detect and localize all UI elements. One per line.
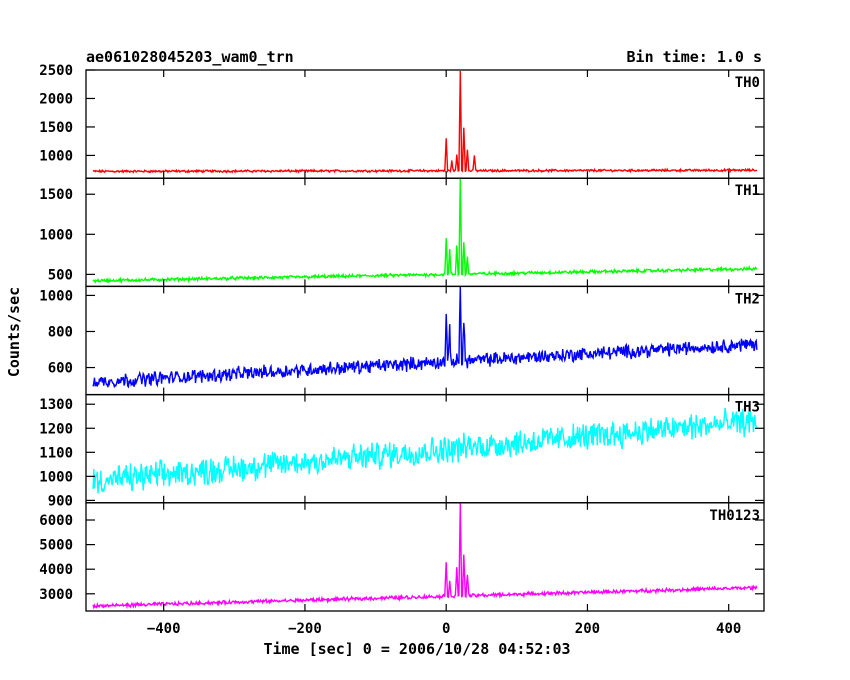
y-tick-label: 1000 [39, 227, 73, 243]
y-tick-label: 3000 [39, 587, 73, 603]
series-line-th3 [92, 407, 758, 494]
y-tick-label: 4000 [39, 562, 73, 578]
x-axis-label: Time [sec] 0 = 2006/10/28 04:52:03 [263, 640, 570, 658]
y-tick-label: 1300 [39, 397, 73, 413]
panel-th3: 900 1000 1100 1200 1300 TH3 [39, 393, 765, 509]
y-tick-label: 1200 [39, 421, 73, 437]
x-tick-label: −200 [288, 621, 322, 637]
y-axis-label: Counts/sec [5, 287, 23, 377]
y-tick-label: 500 [48, 267, 73, 283]
y-tick-label: 600 [48, 361, 73, 377]
y-tick-label: 1000 [39, 469, 73, 485]
y-tick-label: 800 [48, 324, 73, 340]
panel-label-th3: TH3 [735, 400, 760, 416]
y-tick-label: 2500 [39, 63, 73, 79]
panel-th2: 600 800 1000 TH2 [39, 285, 765, 396]
panel-label-th1: TH1 [735, 183, 760, 199]
y-tick-label: 1100 [39, 445, 73, 461]
x-tick-label: 0 [442, 621, 450, 637]
y-tick-label: 6000 [39, 513, 73, 529]
panel-label-th2: TH2 [735, 291, 760, 307]
series-line-th2 [92, 286, 758, 389]
chart-title: ae061028045203_wam0_trn [86, 48, 294, 66]
bin-time-label: Bin time: 1.0 s [627, 48, 762, 66]
series-line-th0 [92, 70, 758, 174]
panel-frame [85, 69, 765, 179]
series-line-th0123 [92, 502, 758, 610]
y-tick-label: 5000 [39, 538, 73, 554]
y-tick-label: 1500 [39, 120, 73, 136]
y-tick-label: 1000 [39, 288, 73, 304]
panel-frame [85, 502, 765, 612]
y-tick-label: 1500 [39, 187, 73, 203]
x-tick-label: 400 [716, 621, 741, 637]
y-tick-label: 900 [48, 493, 73, 509]
x-tick-label: −400 [147, 621, 181, 637]
panel-th1: 500 1000 1500 TH1 [39, 177, 765, 288]
x-tick-label: 200 [575, 621, 600, 637]
panel-label-th0: TH0 [735, 75, 760, 91]
series-line-th1 [92, 178, 758, 285]
panel-label-th0123: TH0123 [709, 508, 760, 524]
panel-th0: 1000 1500 2000 2500 TH0 [39, 63, 765, 179]
y-tick-label: 2000 [39, 91, 73, 107]
y-tick-label: 1000 [39, 148, 73, 164]
panel-th0123: 3000 4000 5000 6000 TH0123 [39, 502, 765, 612]
